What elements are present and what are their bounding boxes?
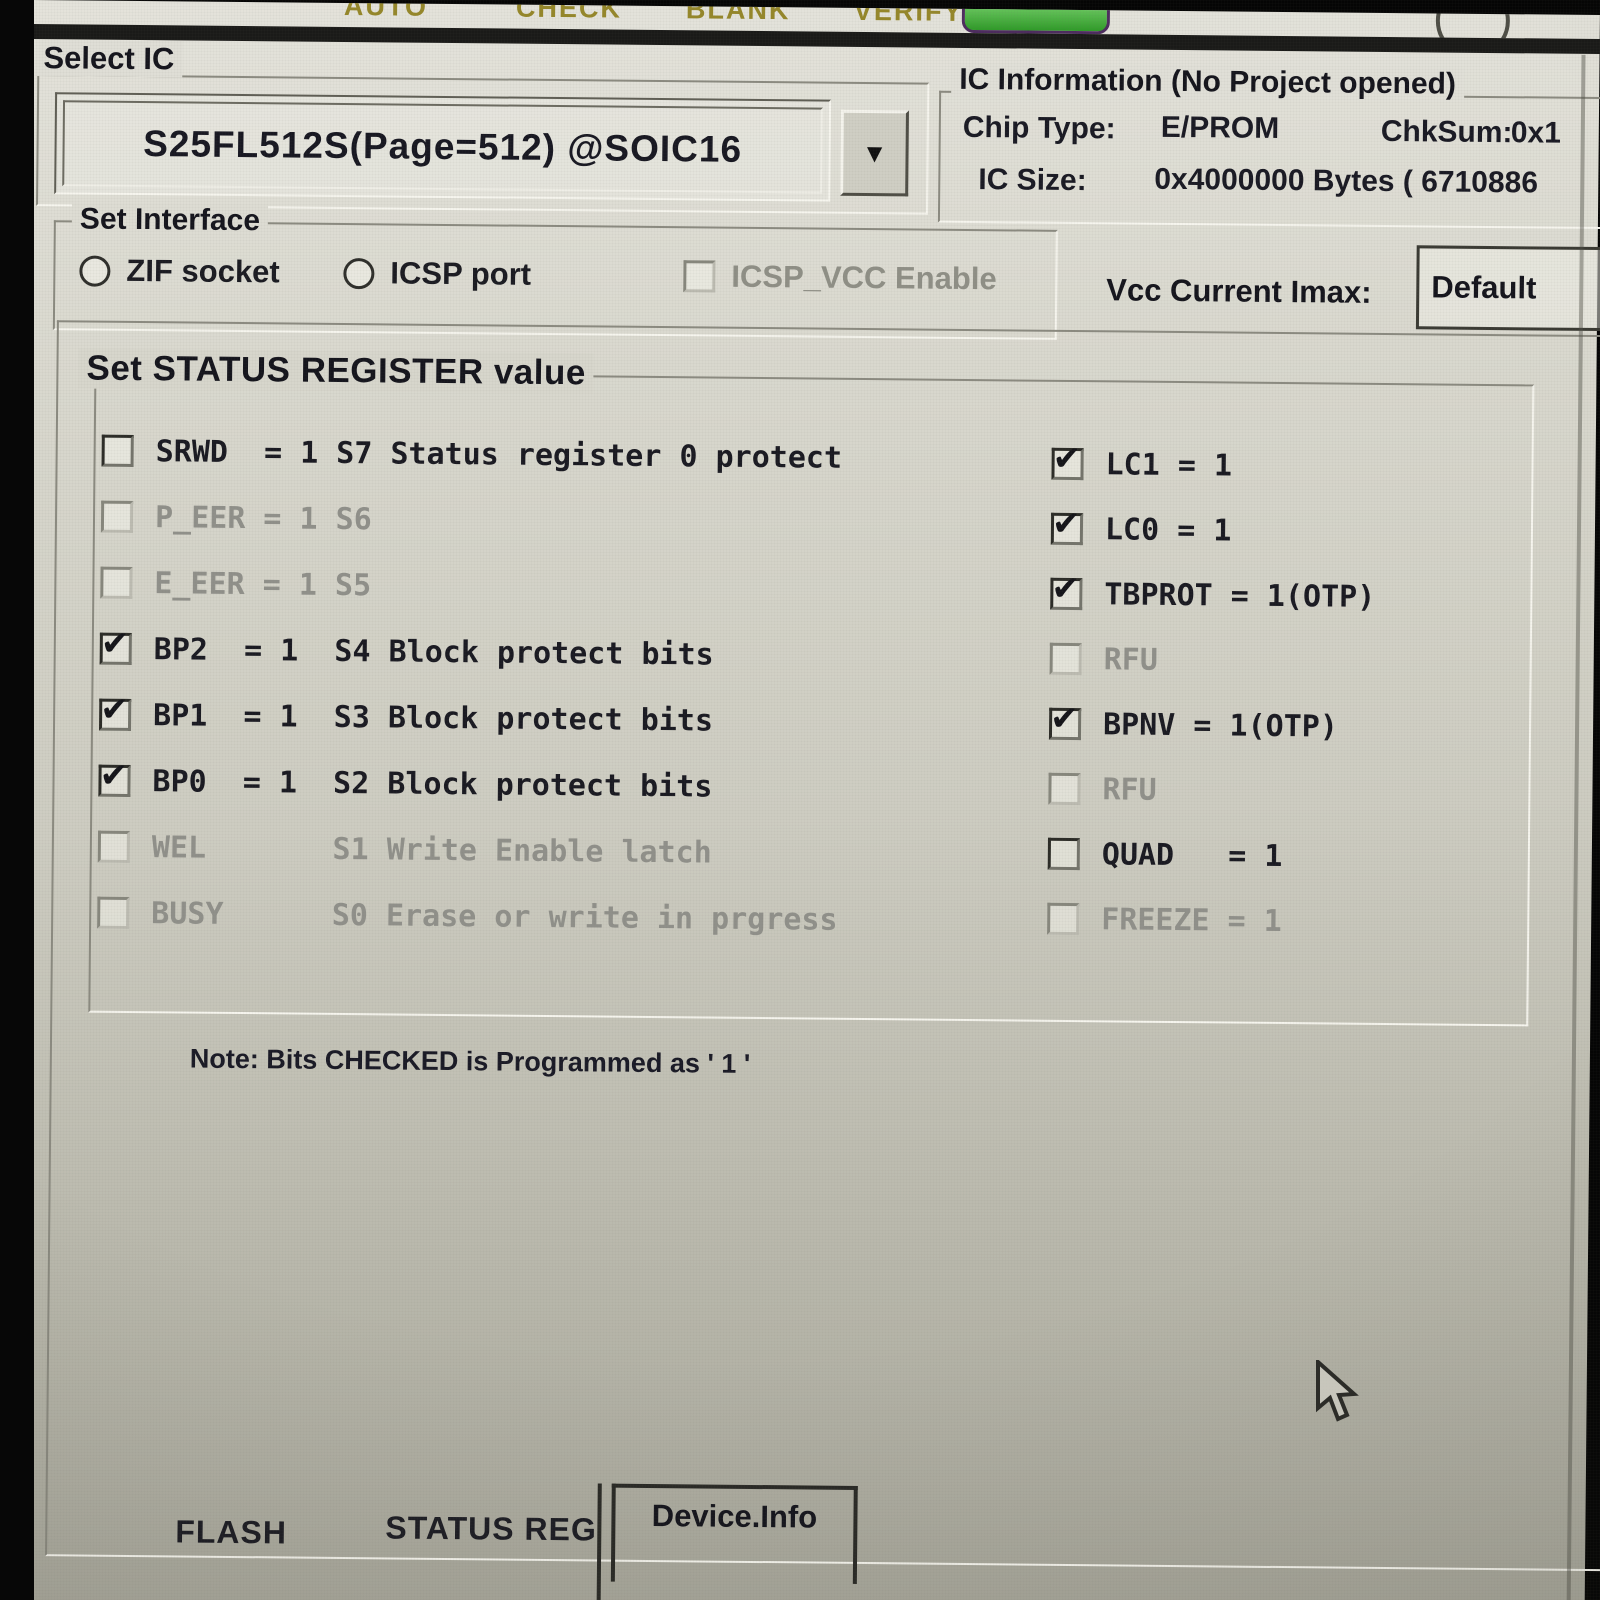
toolbar-button-blank[interactable]: BLANK (685, 0, 791, 26)
icsp-port-label: ICSP port (390, 255, 532, 292)
bit-label: SRWD = 1 S7 Status register 0 protect (155, 433, 843, 476)
bit-row-bp0[interactable]: ✔ BP0 = 1 S2 Block protect bits (98, 756, 839, 806)
checkbox-icon: ✔ (1048, 772, 1081, 806)
checkbox-icon[interactable]: ✔ (1050, 569, 1083, 611)
ic-dropdown-button[interactable]: ▼ (840, 109, 909, 197)
progress-pill (961, 0, 1111, 35)
checkbox-icon[interactable]: ✔ (98, 690, 132, 731)
icsp-port-radio[interactable]: ICSP port (343, 255, 531, 293)
tab-device-info-label: Device.Info (651, 1498, 818, 1535)
bit-row-rfu-1: ✔ RFU (1049, 641, 1375, 680)
monitor-bezel (0, 0, 34, 1600)
bit-row-srwd[interactable]: ✔ SRWD = 1 S7 Status register 0 protect (101, 433, 843, 476)
bit-label: BP1 = 1 S3 Block protect bits (152, 697, 714, 739)
tab-flash[interactable]: FLASH (175, 1513, 288, 1551)
bit-row-lc1[interactable]: ✔ LC1 = 1 (1051, 439, 1376, 485)
bit-row-lc0[interactable]: ✔ LC0 = 1 (1050, 504, 1376, 550)
bit-label: BUSY S0 Erase or write in prgress (151, 895, 838, 938)
bit-label: P_EER = 1 S6 (154, 499, 372, 537)
bit-label: FREEZE = 1 (1101, 901, 1283, 939)
checkbox-icon: ✔ (683, 260, 716, 293)
bit-row-bpnv[interactable]: ✔ BPNV = 1(OTP) (1048, 699, 1374, 745)
bit-row-quad[interactable]: ✔ QUAD = 1 (1047, 836, 1373, 875)
checkbox-icon: ✔ (1047, 902, 1080, 936)
select-ic-title: Select IC (35, 40, 183, 78)
icsp-vcc-checkbox: ✔ ICSP_VCC Enable (683, 258, 997, 297)
checkbox-icon[interactable]: ✔ (98, 756, 131, 797)
bit-row-p-eer: ✔ P_EER = 1 S6 (100, 499, 842, 542)
checkbox-icon: ✔ (100, 500, 134, 533)
chip-type-value: E/PROM (1160, 110, 1280, 145)
checkbox-icon: ✔ (97, 896, 130, 929)
checkbox-icon: ✔ (1049, 642, 1082, 676)
bit-label: TBPROT = 1(OTP) (1104, 576, 1376, 615)
checkbox-icon[interactable]: ✔ (101, 434, 134, 467)
checkbox-icon[interactable]: ✔ (1050, 504, 1084, 546)
checkbox-icon: ✔ (97, 830, 131, 863)
chip-type-label: Chip Type: (962, 110, 1116, 146)
bit-row-busy: ✔ BUSY S0 Erase or write in prgress (97, 895, 838, 938)
bit-label: WEL S1 Write Enable latch (151, 829, 712, 871)
vcc-imax-value: Default (1431, 269, 1537, 306)
note-text: Note: Bits CHECKED is Programmed as ' 1 … (189, 1043, 751, 1079)
checkbox-icon[interactable]: ✔ (99, 624, 132, 665)
bit-row-wel: ✔ WEL S1 Write Enable latch (97, 829, 839, 872)
bit-row-rfu-2: ✔ RFU (1048, 771, 1373, 810)
mouse-cursor (1310, 1357, 1362, 1431)
bit-label: BP2 = 1 S4 Block protect bits (153, 631, 714, 673)
bit-row-bp1[interactable]: ✔ BP1 = 1 S3 Block protect bits (98, 690, 840, 740)
status-bits-left-column: ✔ SRWD = 1 S7 Status register 0 protect ✔… (97, 433, 842, 938)
vcc-imax-label: Vcc Current Imax: (1106, 272, 1372, 310)
chksum-label: ChkSum: (1380, 114, 1513, 150)
ic-combobox[interactable]: S25FL512S(Page=512) @SOIC16 (54, 92, 832, 202)
bit-label: RFU (1102, 771, 1157, 808)
bit-row-freeze: ✔ FREEZE = 1 (1047, 901, 1372, 940)
checkbox-icon[interactable]: ✔ (1051, 439, 1084, 481)
bit-label: BPNV = 1(OTP) (1102, 706, 1339, 745)
bit-label: BP0 = 1 S2 Block protect bits (152, 763, 713, 805)
programmer-window: AUTO CHECK BLANK VERIFY Select IC S25FL5… (18, 0, 1600, 1600)
status-register-title: Set STATUS REGISTER value (78, 348, 594, 394)
bit-row-bp2[interactable]: ✔ BP2 = 1 S4 Block protect bits (99, 624, 841, 674)
tab-device-info[interactable]: Device.Info (610, 1483, 858, 1584)
set-interface-title: Set Interface (71, 202, 269, 239)
status-bits-right-column: ✔LC1 = 1 ✔LC0 = 1 ✔TBPROT = 1(OTP) ✔RFU … (1047, 439, 1377, 940)
zif-socket-label: ZIF socket (126, 252, 280, 290)
tab-separator (596, 1483, 602, 1600)
checkbox-icon[interactable]: ✔ (1048, 699, 1082, 741)
bit-row-tbprot[interactable]: ✔ TBPROT = 1(OTP) (1050, 569, 1376, 615)
chksum-value: 0x1 (1510, 116, 1562, 150)
toolbar-button-check[interactable]: CHECK (515, 0, 623, 24)
radio-icon (79, 254, 111, 287)
bit-label: RFU (1103, 641, 1159, 678)
bit-label: LC1 = 1 (1105, 446, 1233, 484)
bit-label: E_EER = 1 S5 (154, 565, 372, 603)
radio-icon (343, 257, 375, 289)
checkbox-icon: ✔ (100, 566, 133, 599)
zif-socket-radio[interactable]: ZIF socket (79, 252, 280, 290)
round-toolbar-icon[interactable] (1435, 0, 1511, 40)
ic-size-label: IC Size: (978, 163, 1087, 198)
ic-info-title: IC Information (No Project opened) (951, 62, 1465, 102)
toolbar-button-auto[interactable]: AUTO (343, 0, 429, 22)
selected-ic-value: S25FL512S(Page=512) @SOIC16 (143, 123, 743, 170)
tab-status-reg[interactable]: STATUS REG (385, 1509, 598, 1548)
bit-label: LC0 = 1 (1104, 511, 1232, 549)
icsp-vcc-label: ICSP_VCC Enable (731, 258, 997, 297)
down-triangle-icon: ▼ (861, 137, 888, 168)
toolbar-button-verify[interactable]: VERIFY (853, 0, 964, 27)
checkbox-icon[interactable]: ✔ (1047, 837, 1081, 871)
bit-label: QUAD = 1 (1101, 836, 1283, 874)
ic-size-value: 0x4000000 Bytes ( 6710886 (1154, 162, 1539, 200)
bit-row-e-eer: ✔ E_EER = 1 S5 (100, 565, 841, 608)
vcc-imax-combobox[interactable]: Default (1415, 245, 1600, 332)
